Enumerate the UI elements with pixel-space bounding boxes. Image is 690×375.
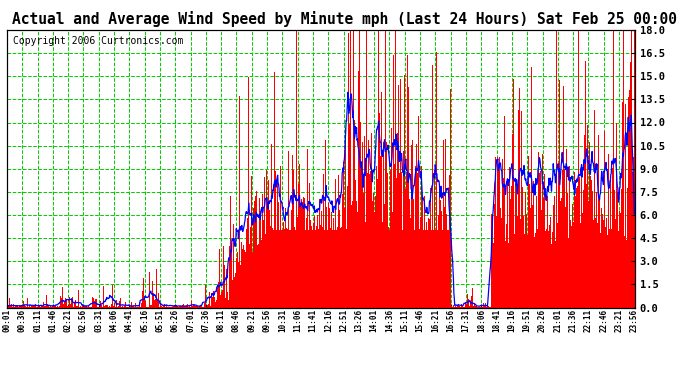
Text: Copyright 2006 Curtronics.com: Copyright 2006 Curtronics.com [13, 36, 184, 45]
Text: Actual and Average Wind Speed by Minute mph (Last 24 Hours) Sat Feb 25 00:00: Actual and Average Wind Speed by Minute … [12, 11, 678, 27]
